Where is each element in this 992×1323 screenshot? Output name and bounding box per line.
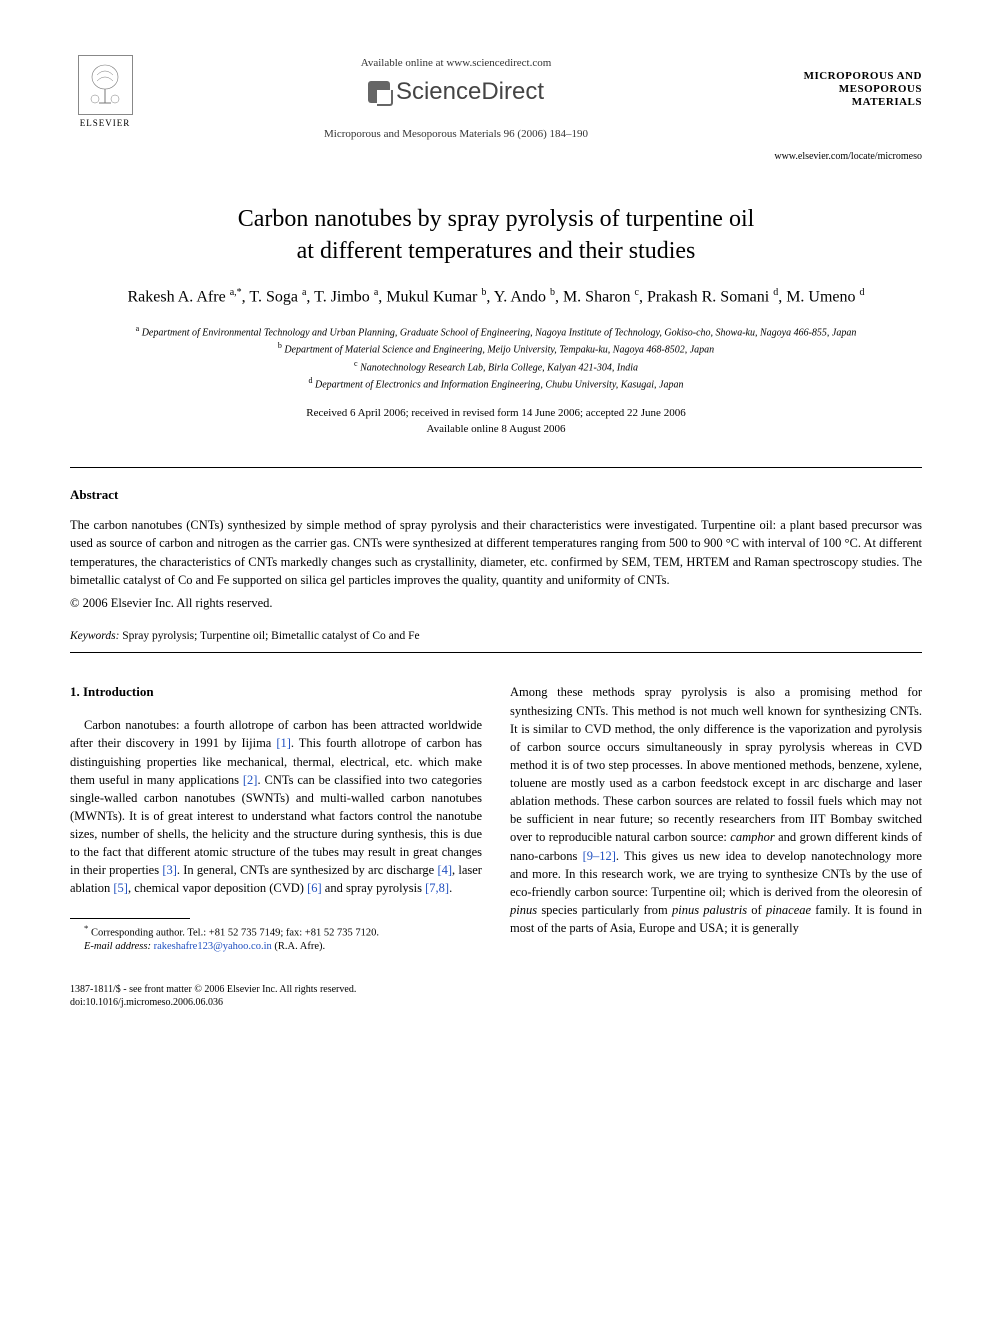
locate-url[interactable]: www.elsevier.com/locate/micromeso (70, 150, 922, 164)
journal-title-l2: MESOPOROUS MATERIALS (772, 83, 922, 109)
divider-bottom (70, 652, 922, 653)
sciencedirect-brand: ScienceDirect (368, 75, 544, 109)
intro-heading: 1. Introduction (70, 683, 482, 702)
keywords: Keywords: Spray pyrolysis; Turpentine oi… (70, 628, 922, 644)
elsevier-tree-icon (78, 55, 133, 115)
footnote-corresponding: * Corresponding author. Tel.: +81 52 735… (70, 923, 482, 940)
page-footer: 1387-1811/$ - see front matter © 2006 El… (70, 983, 922, 1009)
dates-line2: Available online 8 August 2006 (70, 422, 922, 437)
affil-a: a Department of Environmental Technology… (70, 323, 922, 340)
footnote-email: E-mail address: rakeshafre123@yahoo.co.i… (70, 940, 482, 954)
header-center: Available online at www.sciencedirect.co… (140, 50, 772, 142)
body-columns: 1. Introduction Carbon nanotubes: a four… (70, 683, 922, 953)
sciencedirect-text: ScienceDirect (396, 75, 544, 109)
header-row: ELSEVIER Available online at www.science… (70, 50, 922, 142)
column-left: 1. Introduction Carbon nanotubes: a four… (70, 683, 482, 953)
intro-para-left: Carbon nanotubes: a fourth allotrope of … (70, 716, 482, 897)
abstract-heading: Abstract (70, 486, 922, 504)
title-line2: at different temperatures and their stud… (297, 238, 696, 264)
title-line1: Carbon nanotubes by spray pyrolysis of t… (238, 206, 755, 232)
elsevier-logo: ELSEVIER (70, 50, 140, 130)
divider-top (70, 467, 922, 468)
article-dates: Received 6 April 2006; received in revis… (70, 406, 922, 437)
journal-title-l1: MICROPOROUS AND (772, 70, 922, 83)
footer-line2: doi:10.1016/j.micromeso.2006.06.036 (70, 996, 922, 1009)
column-right: Among these methods spray pyrolysis is a… (510, 683, 922, 953)
affil-d: d Department of Electronics and Informat… (70, 375, 922, 392)
journal-reference: Microporous and Mesoporous Materials 96 … (140, 127, 772, 142)
intro-para-right: Among these methods spray pyrolysis is a… (510, 683, 922, 937)
journal-title-box: MICROPOROUS AND MESOPOROUS MATERIALS (772, 50, 922, 110)
affil-c: c Nanotechnology Research Lab, Birla Col… (70, 358, 922, 375)
email-link[interactable]: rakeshafre123@yahoo.co.in (154, 941, 272, 952)
authors: Rakesh A. Afre a,*, T. Soga a, T. Jimbo … (70, 285, 922, 309)
affil-b: b Department of Material Science and Eng… (70, 340, 922, 357)
keywords-label: Keywords: (70, 630, 119, 642)
article-title: Carbon nanotubes by spray pyrolysis of t… (70, 204, 922, 266)
dates-line1: Received 6 April 2006; received in revis… (70, 406, 922, 421)
publisher-name: ELSEVIER (80, 117, 131, 130)
available-online-text: Available online at www.sciencedirect.co… (140, 56, 772, 71)
footnote-rule (70, 918, 190, 919)
abstract-text: The carbon nanotubes (CNTs) synthesized … (70, 516, 922, 589)
footer-line1: 1387-1811/$ - see front matter © 2006 El… (70, 983, 922, 996)
keywords-text: Spray pyrolysis; Turpentine oil; Bimetal… (122, 630, 419, 642)
abstract-copyright: © 2006 Elsevier Inc. All rights reserved… (70, 595, 922, 613)
sciencedirect-icon (368, 81, 390, 103)
affiliations: a Department of Environmental Technology… (70, 323, 922, 392)
